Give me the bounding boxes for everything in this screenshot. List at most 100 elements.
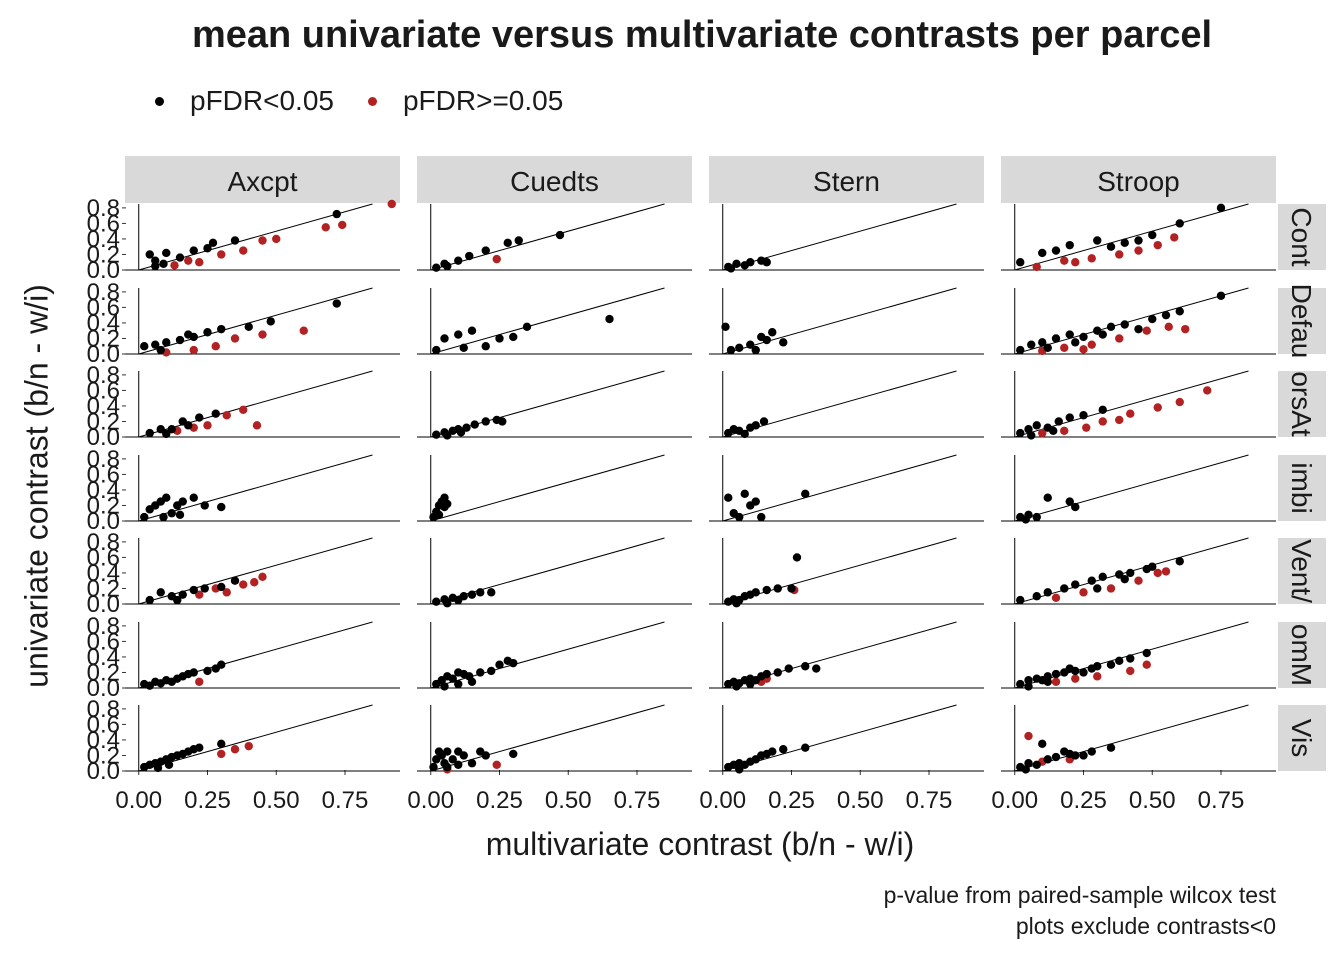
point-significant [470,420,479,429]
identity-line [138,704,373,772]
y-tick-label: 0.4 [87,226,120,253]
point-nonsignificant [1142,660,1151,669]
point-significant [195,413,204,422]
x-tick-label: 0.25 [768,787,815,814]
identity-line [722,287,957,355]
point-significant [1032,512,1041,522]
point-significant [173,595,182,605]
y-tick-label: 0.4 [87,727,120,754]
x-tick-label: 0.25 [476,787,523,814]
point-significant [140,512,149,522]
y-tick-label: 0.6 [87,461,120,488]
point-significant [432,345,441,355]
point-significant [1043,343,1052,352]
panel-ventattn-axcpt [125,537,400,605]
point-significant [230,236,240,245]
point-nonsignificant [1134,246,1143,255]
point-significant [159,512,168,522]
point-nonsignificant [244,741,253,751]
point-nonsignificant [272,234,281,244]
point-significant [1038,739,1047,749]
column-strip-bg [1001,156,1276,203]
point-significant [1051,246,1061,255]
point-nonsignificant [1051,677,1061,686]
point-significant [768,328,777,337]
point-significant [740,489,749,499]
row-strip-bg [1278,288,1326,354]
point-significant [1098,330,1107,339]
point-significant [1071,338,1080,347]
identity-line [722,537,957,605]
point-nonsignificant [170,261,179,270]
point-nonsignificant [217,749,226,759]
point-significant [746,501,755,510]
point-nonsignificant [239,246,248,255]
point-nonsignificant [1060,256,1069,265]
point-significant [721,322,730,332]
point-significant [1021,765,1030,774]
point-significant [1161,310,1171,320]
point-significant [189,668,198,677]
point-significant [443,431,452,440]
point-significant [495,660,504,669]
point-significant [217,739,226,749]
point-nonsignificant [250,578,259,587]
panel-ventattn-stroop [1001,537,1276,605]
point-nonsignificant [492,254,501,264]
panel-cont-axcpt [125,199,400,271]
point-significant [773,668,782,677]
y-tick-label: 0.2 [87,659,120,686]
x-tick-label: 0.50 [1129,787,1176,814]
point-significant [1093,662,1102,671]
point-significant [1032,421,1041,430]
point-significant [230,576,240,585]
point-significant [1142,648,1151,658]
identity-line [430,203,665,271]
y-tick-label: 0.0 [87,257,120,284]
y-tick-label: 0.0 [87,508,120,535]
point-significant [184,330,193,339]
point-significant [211,409,220,418]
point-significant [153,763,163,773]
point-significant [454,256,463,265]
point-significant [440,682,449,691]
identity-line [138,370,373,438]
identity-line [722,454,957,522]
identity-line [138,287,373,355]
point-significant [203,244,212,253]
identity-line [722,370,957,438]
point-significant [1016,679,1025,689]
panel-default-cuedts [417,287,692,355]
point-significant [1043,588,1052,597]
point-significant [759,417,769,426]
row-strip-label: Vis [1286,719,1317,757]
panel-sommot-stern [709,621,984,691]
x-tick-label: 0.75 [614,787,661,814]
point-significant [1148,230,1157,240]
point-nonsignificant [222,411,231,420]
point-significant [503,238,512,248]
point-significant [145,250,154,259]
column-strip-bg [125,156,400,203]
y-tick-label: 0.0 [87,675,120,702]
point-nonsignificant [239,580,248,589]
point-nonsignificant [1175,397,1184,407]
point-nonsignificant [195,590,204,599]
point-significant [1126,568,1135,578]
point-significant [1043,677,1052,686]
point-significant [1032,760,1041,769]
y-tick-label: 0.0 [87,424,120,451]
panel-limbic-stroop [1001,454,1276,524]
point-significant [465,251,474,261]
point-nonsignificant [1071,258,1080,267]
point-nonsignificant [1142,326,1151,335]
point-significant [1016,428,1025,438]
y-tick-label: 0.8 [87,195,120,222]
point-significant [1134,324,1143,334]
x-tick-label: 0.75 [906,787,953,814]
point-significant [145,595,154,605]
point-significant [189,246,198,255]
point-significant [145,428,154,438]
point-nonsignificant [230,334,240,343]
